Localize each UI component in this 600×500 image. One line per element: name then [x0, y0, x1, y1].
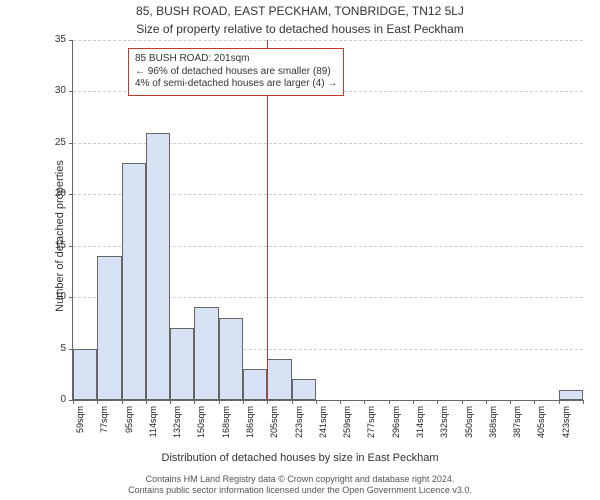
- x-tick-label: 168sqm: [221, 406, 231, 454]
- x-tick: [583, 400, 584, 404]
- x-tick: [486, 400, 487, 404]
- y-tick-label: 25: [42, 137, 66, 148]
- x-tick: [219, 400, 220, 404]
- plot-area: 85 BUSH ROAD: 201sqm ← 96% of detached h…: [72, 40, 583, 401]
- x-tick-label: 405sqm: [536, 406, 546, 454]
- annotation-box: 85 BUSH ROAD: 201sqm ← 96% of detached h…: [128, 48, 344, 96]
- x-tick-label: 368sqm: [488, 406, 498, 454]
- annotation-line-1: 85 BUSH ROAD: 201sqm: [135, 53, 337, 66]
- y-tick: [69, 143, 73, 144]
- gridline: [73, 40, 583, 41]
- histogram-bar: [267, 359, 291, 400]
- y-tick: [69, 194, 73, 195]
- y-tick-label: 35: [42, 34, 66, 45]
- x-tick-label: 423sqm: [561, 406, 571, 454]
- x-tick: [97, 400, 98, 404]
- x-tick-label: 132sqm: [172, 406, 182, 454]
- y-tick: [69, 91, 73, 92]
- x-tick: [170, 400, 171, 404]
- x-tick: [73, 400, 74, 404]
- annotation-line-3: 4% of semi-detached houses are larger (4…: [135, 78, 337, 91]
- x-tick-label: 205sqm: [269, 406, 279, 454]
- y-axis-label: Number of detached properties: [54, 136, 66, 336]
- histogram-bar: [292, 379, 316, 400]
- x-tick: [462, 400, 463, 404]
- x-tick-label: 223sqm: [294, 406, 304, 454]
- x-tick-label: 77sqm: [99, 406, 109, 454]
- x-tick-label: 186sqm: [245, 406, 255, 454]
- y-tick-label: 5: [42, 343, 66, 354]
- x-tick-label: 332sqm: [439, 406, 449, 454]
- x-tick: [267, 400, 268, 404]
- y-tick: [69, 246, 73, 247]
- chart-title: 85, BUSH ROAD, EAST PECKHAM, TONBRIDGE, …: [0, 4, 600, 18]
- x-tick: [340, 400, 341, 404]
- chart-container: 85, BUSH ROAD, EAST PECKHAM, TONBRIDGE, …: [0, 0, 600, 500]
- histogram-bar: [122, 163, 146, 400]
- chart-footer: Contains HM Land Registry data © Crown c…: [0, 474, 600, 496]
- footer-line-2: Contains public sector information licen…: [0, 485, 600, 496]
- y-tick-label: 30: [42, 85, 66, 96]
- x-tick: [389, 400, 390, 404]
- annotation-line-2: ← 96% of detached houses are smaller (89…: [135, 66, 337, 79]
- y-tick-label: 10: [42, 291, 66, 302]
- histogram-bar: [243, 369, 267, 400]
- y-tick: [69, 297, 73, 298]
- x-tick: [559, 400, 560, 404]
- y-tick-label: 15: [42, 240, 66, 251]
- x-tick: [364, 400, 365, 404]
- x-tick-label: 350sqm: [464, 406, 474, 454]
- x-tick-label: 150sqm: [196, 406, 206, 454]
- x-tick-label: 59sqm: [75, 406, 85, 454]
- x-tick-label: 296sqm: [391, 406, 401, 454]
- histogram-bar: [219, 318, 243, 400]
- histogram-bar: [170, 328, 194, 400]
- x-tick: [243, 400, 244, 404]
- histogram-bar: [146, 133, 170, 400]
- histogram-bar: [73, 349, 97, 400]
- x-tick: [316, 400, 317, 404]
- histogram-bar: [97, 256, 121, 400]
- histogram-bar: [559, 390, 583, 400]
- x-tick: [534, 400, 535, 404]
- x-tick-label: 95sqm: [124, 406, 134, 454]
- footer-line-1: Contains HM Land Registry data © Crown c…: [0, 474, 600, 485]
- x-tick: [122, 400, 123, 404]
- x-tick: [413, 400, 414, 404]
- chart-subtitle: Size of property relative to detached ho…: [0, 22, 600, 36]
- x-tick-label: 114sqm: [148, 406, 158, 454]
- x-tick-label: 259sqm: [342, 406, 352, 454]
- x-tick: [292, 400, 293, 404]
- y-tick: [69, 40, 73, 41]
- x-tick: [510, 400, 511, 404]
- x-tick: [437, 400, 438, 404]
- y-tick-label: 20: [42, 188, 66, 199]
- x-tick-label: 387sqm: [512, 406, 522, 454]
- y-tick-label: 0: [42, 394, 66, 405]
- histogram-bar: [194, 307, 218, 400]
- x-tick-label: 314sqm: [415, 406, 425, 454]
- x-tick-label: 277sqm: [366, 406, 376, 454]
- x-tick: [146, 400, 147, 404]
- x-tick: [194, 400, 195, 404]
- x-tick-label: 241sqm: [318, 406, 328, 454]
